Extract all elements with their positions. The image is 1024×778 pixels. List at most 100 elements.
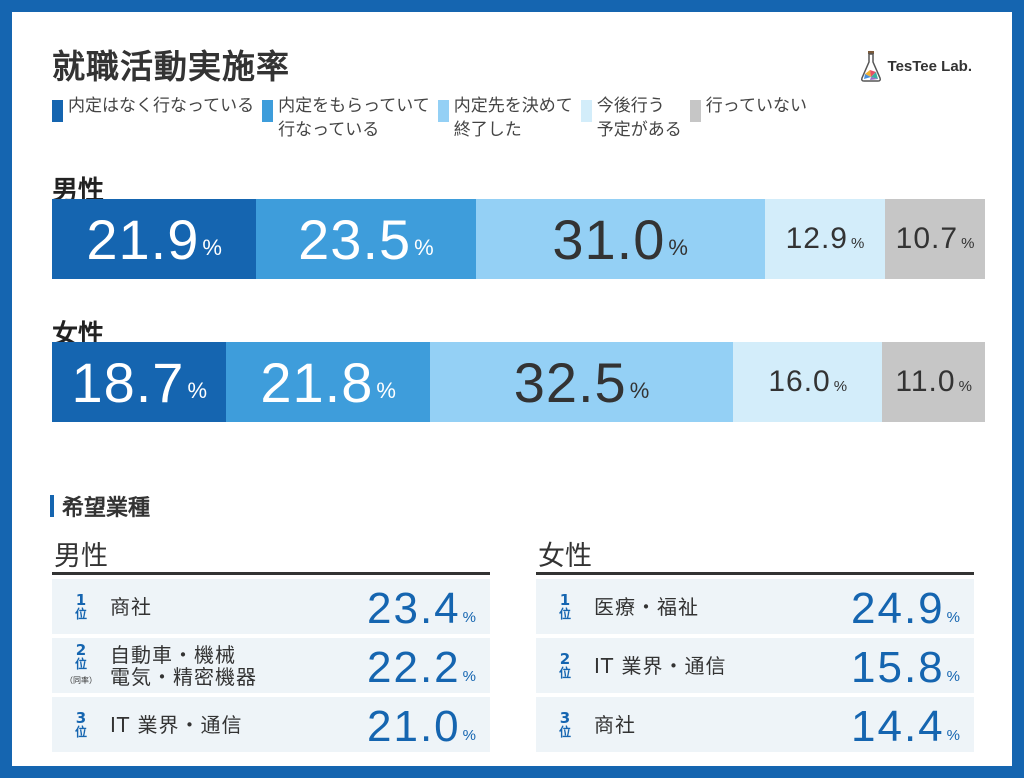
bar-segment: 23.5% xyxy=(256,199,476,279)
industry-title: 希望業種 xyxy=(62,496,151,521)
column-heading: 男性 xyxy=(52,534,490,575)
industry-name: 商社 xyxy=(110,594,152,619)
data-label-unit: % xyxy=(850,234,865,252)
industry-percentage: 23.4% xyxy=(367,579,476,634)
data-label: 21.9 xyxy=(86,207,200,271)
industry-percentage: 21.0% xyxy=(367,697,476,752)
data-label-unit: % xyxy=(629,378,650,403)
rank-number: 1 xyxy=(75,590,87,609)
rank-number: 3 xyxy=(559,708,571,727)
industry-column-female: 女性 1 位医療・福祉 24.9% 2 位 IT 業界・通信 15.8% 3 位商社 14.4% xyxy=(536,534,974,752)
brand-logo: TesTee Lab. xyxy=(860,50,972,82)
rank-number: 2 xyxy=(559,649,571,668)
ranking-row: 3 位 IT 業界・通信 21.0% xyxy=(52,697,490,752)
percentage-value: 21.0 xyxy=(367,702,461,751)
legend-item: 内定をもらっていて 行なっている xyxy=(262,94,430,142)
industry-name: IT 業界・通信 xyxy=(110,712,243,737)
rank-suffix: 位 xyxy=(558,606,571,621)
legend-swatch xyxy=(262,100,274,122)
page-title: 就職活動実施率 xyxy=(52,47,290,86)
chart-legend: 内定はなく行なっている 内定をもらっていて 行なっている 内定先を決めて 終了した今… xyxy=(52,94,815,142)
industry-column-male: 男性 1 位商社 23.4% 2 位（同率） 自動車・機械 電気・精密機器 22.2% 3 位 IT… xyxy=(52,534,490,752)
data-label: 23.5 xyxy=(298,207,412,271)
rank-suffix: 位 xyxy=(74,606,87,621)
data-label-unit: % xyxy=(414,235,434,260)
rank-suffix: 位 xyxy=(74,657,87,671)
ranking-row: 2 位 （同率） 自動車・機械 電気・精密機器 22.2% xyxy=(52,638,490,693)
infographic-card: 就職活動実施率 TesTee Lab. 内定はなく行なっている 内定をもらっていて… xyxy=(12,12,1012,766)
bar-segment: 18.7% xyxy=(52,342,227,422)
data-label: 21.8 xyxy=(260,350,374,414)
brand-name: TesTee Lab. xyxy=(887,57,972,75)
percentage-value: 15.8 xyxy=(851,643,945,692)
ranking-row: 2 位 IT 業界・通信 15.8% xyxy=(536,638,974,693)
data-label: 11.0 xyxy=(895,365,956,398)
data-label: 18.7 xyxy=(71,350,185,414)
percentage-unit: % xyxy=(946,668,960,685)
industry-name: 医療・福祉 xyxy=(594,594,699,619)
bar-segment: 32.5% xyxy=(429,342,734,422)
data-label: 10.7 xyxy=(895,222,959,255)
rank-suffix: 位 xyxy=(558,665,571,680)
industry-name: IT 業界・通信 xyxy=(594,653,727,678)
legend-label: 内定をもらっていて 行なっている xyxy=(278,96,430,140)
bar-segment: 11.0% xyxy=(882,342,985,422)
percentage-value: 24.9 xyxy=(851,584,945,633)
legend-item: 内定はなく行なっている xyxy=(52,94,254,142)
legend-label: 行っていない xyxy=(705,96,807,116)
bar-segment: 21.8% xyxy=(226,342,430,422)
flask-icon xyxy=(860,51,881,82)
data-label-unit: % xyxy=(958,377,972,395)
legend-label: 内定はなく行なっている xyxy=(68,96,255,116)
legend-label: 内定先を決めて 終了した xyxy=(453,96,573,140)
legend-swatch xyxy=(437,100,449,122)
data-label-unit: % xyxy=(202,235,222,260)
legend-item: 今後行う 予定がある xyxy=(580,94,682,142)
industry-name: 自動車・機械 電気・精密機器 xyxy=(110,642,257,689)
rank-number: 3 xyxy=(75,708,87,727)
data-label-unit: % xyxy=(187,378,208,403)
percentage-value: 22.2 xyxy=(367,643,461,692)
data-label: 12.9 xyxy=(785,222,848,255)
bar-segment: 16.0% xyxy=(733,342,883,422)
bar-segment: 21.9% xyxy=(52,199,257,279)
industry-name: 商社 xyxy=(594,712,636,737)
section-marker xyxy=(50,495,54,517)
legend-swatch xyxy=(52,100,63,122)
industry-percentage: 22.2% xyxy=(367,638,476,693)
data-label-unit: % xyxy=(961,234,975,252)
industry-section-title: 希望業種 xyxy=(50,490,150,522)
rank-badge: 2 位 （同率） xyxy=(52,643,110,688)
percentage-unit: % xyxy=(946,609,960,626)
stacked-bar-male: 21.9% 23.5% 31.0% 12.9% 10.7% xyxy=(52,199,985,279)
percentage-unit: % xyxy=(946,727,960,744)
bar-segment: 31.0% xyxy=(475,199,765,279)
rank-suffix: 位 xyxy=(74,724,87,739)
legend-swatch xyxy=(580,100,592,122)
stacked-bar-female: 18.7% 21.8% 32.5% 16.0% 11.0% xyxy=(52,342,985,422)
percentage-unit: % xyxy=(462,609,476,626)
legend-item: 行っていない xyxy=(689,94,807,142)
data-label-unit: % xyxy=(668,235,688,260)
rank-number: 1 xyxy=(559,590,571,609)
legend-item: 内定先を決めて 終了した xyxy=(437,94,573,142)
percentage-unit: % xyxy=(462,727,476,744)
percentage-value: 14.4 xyxy=(851,702,945,751)
percentage-unit: % xyxy=(462,668,476,685)
data-label: 31.0 xyxy=(552,207,666,271)
industry-percentage: 15.8% xyxy=(851,638,960,693)
industry-percentage: 24.9% xyxy=(851,579,960,634)
column-heading: 女性 xyxy=(536,534,974,575)
ranking-row: 3 位商社 14.4% xyxy=(536,697,974,752)
data-label: 16.0 xyxy=(768,365,831,398)
data-label: 32.5 xyxy=(513,350,627,414)
bar-segment: 10.7% xyxy=(885,199,985,279)
ranking-row: 1 位医療・福祉 24.9% xyxy=(536,579,974,634)
data-label-unit: % xyxy=(376,378,396,403)
rank-number: 2 xyxy=(75,641,87,659)
